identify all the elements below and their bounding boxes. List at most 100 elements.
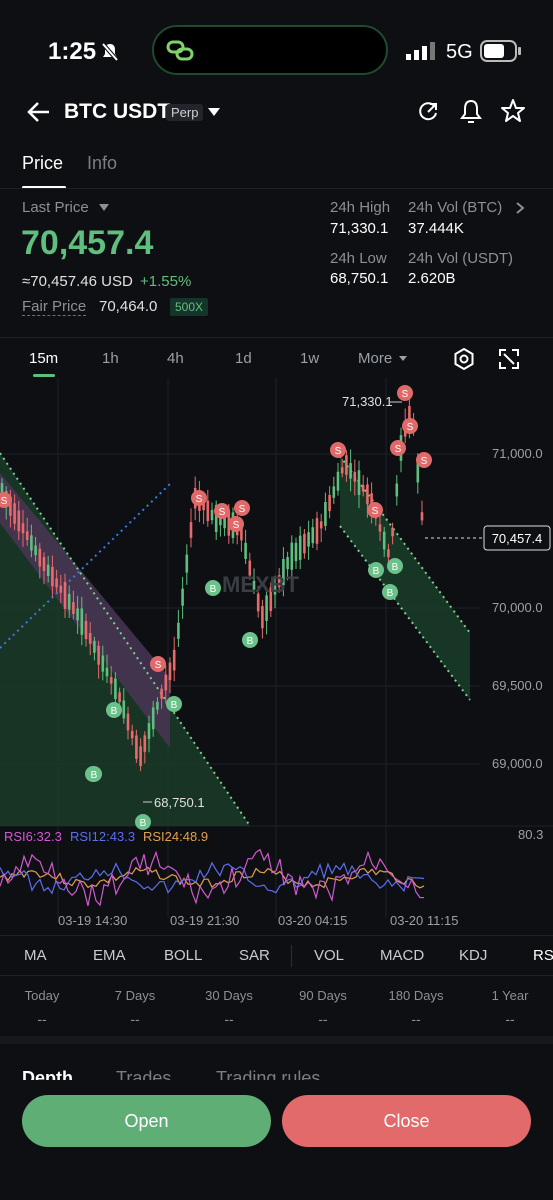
candle-body bbox=[315, 518, 319, 544]
watermark: MEXBT bbox=[222, 572, 300, 597]
candle-body bbox=[0, 483, 4, 500]
indicator-macd[interactable]: MACD bbox=[380, 947, 425, 964]
perf-label: 1 Year bbox=[491, 988, 529, 1003]
buy-marker-label: B bbox=[140, 818, 147, 829]
settings-icon[interactable] bbox=[453, 348, 475, 370]
rsi12-line bbox=[0, 861, 425, 895]
sell-marker-label: S bbox=[402, 389, 409, 400]
candle-body bbox=[277, 575, 281, 588]
divider bbox=[0, 188, 553, 189]
sell-marker bbox=[330, 442, 346, 458]
current-price-label: 70,457.4 bbox=[492, 531, 543, 546]
share-icon[interactable] bbox=[416, 100, 440, 124]
perf-label: 30 Days bbox=[205, 988, 253, 1003]
signal-icon bbox=[406, 42, 435, 60]
sell-marker bbox=[150, 656, 166, 672]
candle-body bbox=[46, 564, 50, 576]
bell-icon[interactable] bbox=[458, 98, 484, 126]
candle-body bbox=[101, 655, 105, 672]
sell-marker-label: S bbox=[233, 520, 240, 531]
candle-body bbox=[307, 532, 310, 547]
candle-body bbox=[324, 502, 327, 526]
candle-body bbox=[248, 560, 252, 576]
timeframe-4h[interactable]: 4h bbox=[167, 350, 184, 367]
candle-body bbox=[38, 548, 42, 567]
candle-body bbox=[357, 470, 361, 495]
timeframe-15m[interactable]: 15m bbox=[29, 350, 59, 367]
candle-body bbox=[298, 535, 302, 560]
indicator-boll[interactable]: BOLL bbox=[164, 947, 203, 964]
candle-body bbox=[353, 471, 357, 482]
chevron-down-icon[interactable] bbox=[206, 106, 222, 118]
timeframe-1w[interactable]: 1w bbox=[300, 350, 320, 367]
current-price-box bbox=[483, 525, 551, 551]
indicator-ema[interactable]: EMA bbox=[93, 947, 126, 964]
perf-value: -- bbox=[130, 1011, 140, 1027]
chevron-right-icon[interactable] bbox=[514, 201, 526, 215]
tab-info[interactable]: Info bbox=[87, 153, 118, 173]
candle-body bbox=[345, 455, 348, 475]
candle-body bbox=[114, 678, 117, 700]
back-arrow-icon[interactable] bbox=[26, 100, 52, 124]
tab-price[interactable]: Price bbox=[22, 153, 64, 173]
chevron-down-icon[interactable] bbox=[398, 355, 408, 363]
last-price-label[interactable]: Last Price bbox=[22, 199, 89, 216]
rsi6-label: RSI6:32.3 bbox=[4, 829, 62, 844]
price-chart[interactable]: 70,457.4 71,000.0 70,000.0 69,500.0 69,0… bbox=[0, 378, 553, 934]
x-axis-label: 03-20 11:15 bbox=[390, 913, 458, 928]
sell-marker bbox=[390, 440, 406, 456]
fair-price-label[interactable]: Fair Price bbox=[22, 298, 87, 316]
indicator-vol[interactable]: VOL bbox=[314, 947, 345, 964]
star-icon[interactable] bbox=[500, 98, 526, 124]
sell-marker-label: S bbox=[239, 504, 246, 515]
low-marker: 68,750.1 bbox=[154, 795, 205, 810]
perf-value: -- bbox=[318, 1011, 328, 1027]
candle-body bbox=[290, 542, 294, 570]
indicator-sar[interactable]: SAR bbox=[239, 947, 270, 964]
candle-body bbox=[172, 649, 176, 671]
candle-body bbox=[151, 707, 155, 730]
status-bar: 1:25 5G bbox=[0, 0, 553, 100]
timeframe-more[interactable]: More bbox=[358, 350, 393, 367]
sell-marker bbox=[234, 500, 250, 516]
divider bbox=[0, 935, 553, 936]
timeframe-1d[interactable]: 1d bbox=[235, 350, 252, 367]
indicator-ma[interactable]: MA bbox=[24, 947, 47, 964]
candle-body bbox=[261, 606, 264, 629]
buy-marker bbox=[135, 814, 151, 830]
candle-body bbox=[76, 608, 79, 621]
open-button[interactable]: Open bbox=[22, 1095, 271, 1147]
timeframe-1h[interactable]: 1h bbox=[102, 350, 119, 367]
sell-marker-label: S bbox=[407, 422, 414, 433]
dynamic-island bbox=[152, 25, 388, 75]
indicator-kdj[interactable]: KDJ bbox=[459, 947, 488, 964]
candle-body bbox=[378, 524, 382, 532]
candle-body bbox=[240, 527, 243, 541]
candle-body bbox=[34, 545, 37, 556]
x-axis-label: 03-19 14:30 bbox=[58, 913, 127, 928]
candle-body bbox=[93, 640, 96, 653]
candle-body bbox=[80, 608, 84, 635]
buy-marker-label: B bbox=[210, 584, 217, 595]
candle-body bbox=[214, 504, 218, 533]
high-marker: 71,330.1 bbox=[342, 394, 393, 409]
candle-body bbox=[223, 515, 226, 529]
sell-marker bbox=[191, 490, 207, 506]
close-button[interactable]: Close bbox=[282, 1095, 531, 1147]
candle-body bbox=[340, 467, 344, 474]
price-change: +1.55% bbox=[140, 273, 192, 290]
fullscreen-icon[interactable] bbox=[498, 348, 520, 370]
indicator-rsi[interactable]: RSI bbox=[533, 947, 553, 964]
buy-marker-label: B bbox=[392, 562, 399, 573]
chevron-down-icon[interactable] bbox=[98, 203, 110, 213]
candle-body bbox=[286, 557, 289, 570]
candle-body bbox=[55, 578, 58, 588]
candle-body bbox=[336, 471, 340, 491]
pair-title[interactable]: BTC USDT bbox=[64, 100, 171, 123]
channel-line bbox=[339, 525, 471, 701]
sell-marker bbox=[0, 492, 12, 508]
candle-body bbox=[395, 483, 399, 497]
tab-indicator bbox=[22, 186, 66, 189]
candle-body bbox=[135, 735, 138, 759]
perf-label: 180 Days bbox=[388, 988, 444, 1003]
